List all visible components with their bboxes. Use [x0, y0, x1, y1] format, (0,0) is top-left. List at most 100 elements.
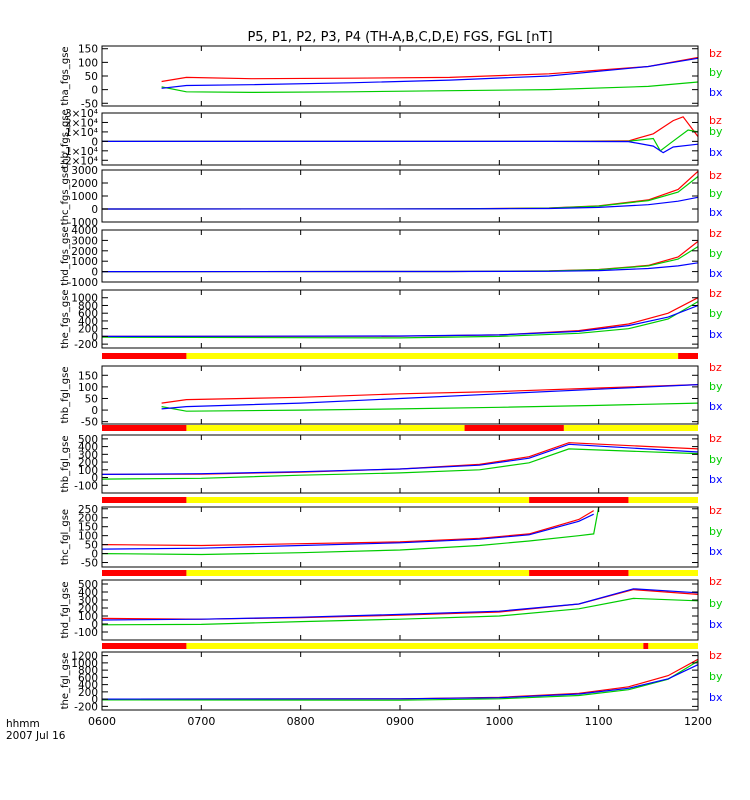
legend-bx: bx	[709, 206, 723, 219]
y-tick-label: 150	[78, 522, 98, 534]
y-tick-label: 250	[78, 504, 98, 516]
panel-series	[102, 588, 698, 626]
series-line-by	[102, 246, 698, 273]
legend-by: by	[709, 670, 723, 683]
legend-bx: bx	[709, 267, 723, 280]
series-line-bz	[102, 658, 698, 700]
panel-series	[102, 442, 698, 480]
y-tick-label: 100	[78, 611, 98, 623]
panel-frame	[101, 169, 699, 223]
series-line-bx	[102, 196, 698, 210]
panel-series	[102, 507, 600, 556]
series-line-bx	[161, 57, 698, 89]
flag-segment	[628, 497, 698, 503]
y-tick-label: 100	[78, 382, 98, 394]
y-tick-label: 50	[85, 71, 98, 83]
y-tick-label: 200	[78, 513, 98, 525]
flag-segment	[102, 425, 187, 431]
y-tick-label: 0	[91, 473, 98, 485]
legend-by: by	[709, 125, 723, 138]
series-line-bx	[102, 262, 698, 273]
series-line-by	[102, 448, 698, 480]
y-tick-label: 0	[91, 405, 98, 417]
y-axis-label: thb_fgl_gse	[60, 367, 71, 424]
series-line-by	[102, 507, 600, 556]
series-line-bz	[102, 116, 698, 142]
legend-bx: bx	[709, 146, 723, 159]
panel-frame	[101, 45, 699, 107]
y-tick-label: -50	[81, 417, 98, 429]
y-tick-label: 1000	[71, 191, 98, 203]
y-tick-label: 2000	[71, 178, 98, 190]
y-tick-label: 200	[78, 603, 98, 615]
y-tick-label: -100	[74, 627, 98, 639]
legend-by: by	[709, 307, 723, 320]
flag-segment	[529, 570, 629, 576]
y-tick-label: 0	[91, 85, 98, 97]
legend-bx: bx	[709, 545, 723, 558]
panel-frame	[101, 579, 699, 641]
legend-by: by	[709, 247, 723, 260]
y-axis-label: thd_fgs_gse	[60, 226, 71, 285]
y-tick-label: 50	[85, 393, 98, 405]
series-line-bx	[161, 384, 698, 410]
y-tick-label: 600	[78, 672, 98, 684]
legend-bz: bz	[709, 227, 722, 240]
y-tick-label: 0	[91, 619, 98, 631]
flag-segment	[529, 497, 629, 503]
flag-segment	[678, 353, 698, 359]
y-tick-label: -100	[74, 480, 98, 492]
panel-series	[102, 297, 698, 339]
flag-segment	[186, 497, 530, 503]
series-line-bz	[161, 384, 698, 404]
y-tick-label: -1000	[67, 217, 98, 229]
flag-segment	[102, 570, 187, 576]
x-tick-label: 0600	[88, 715, 116, 728]
legend-bz: bz	[709, 649, 722, 662]
series-line-by	[161, 402, 698, 412]
y-tick-label: 600	[78, 308, 98, 320]
y-tick-label: 1200	[71, 651, 98, 663]
y-tick-label: -2×10⁴	[61, 155, 98, 167]
series-line-by	[102, 660, 698, 701]
y-tick-label: 1×10⁴	[65, 127, 98, 139]
y-tick-label: 500	[78, 579, 98, 591]
legend-bx: bx	[709, 400, 723, 413]
y-tick-label: 300	[78, 595, 98, 607]
y-tick-label: 100	[78, 531, 98, 543]
flag-segment	[628, 570, 698, 576]
series-line-bz	[102, 510, 595, 547]
series-line-by	[102, 301, 698, 339]
y-axis-label: thd_fgl_gse	[60, 582, 71, 639]
y-tick-label: 0	[91, 694, 98, 706]
y-tick-label: 150	[78, 370, 98, 382]
y-tick-label: 0	[91, 204, 98, 216]
series-line-bx	[102, 664, 698, 700]
y-tick-label: 0	[91, 267, 98, 279]
y-tick-label: 200	[78, 687, 98, 699]
panel-series	[102, 240, 698, 273]
x-tick-label: 1000	[485, 715, 513, 728]
legend-bz: bz	[709, 114, 722, 127]
flag-segment	[464, 425, 564, 431]
y-axis-label: tha_fgs_gse	[60, 46, 71, 105]
series-line-by	[102, 597, 698, 626]
series-line-bx	[102, 513, 594, 550]
panel-frame	[101, 506, 699, 568]
flag-segment	[186, 643, 644, 649]
flag-segment	[102, 643, 187, 649]
legend-bz: bz	[709, 169, 722, 182]
y-tick-label: 0	[91, 549, 98, 561]
y-tick-label: 50	[85, 540, 98, 552]
series-line-bx	[102, 443, 698, 475]
legend-by: by	[709, 597, 723, 610]
series-line-by	[102, 129, 698, 152]
panel-series	[102, 116, 698, 154]
x-units-label: hhmm	[6, 718, 40, 730]
